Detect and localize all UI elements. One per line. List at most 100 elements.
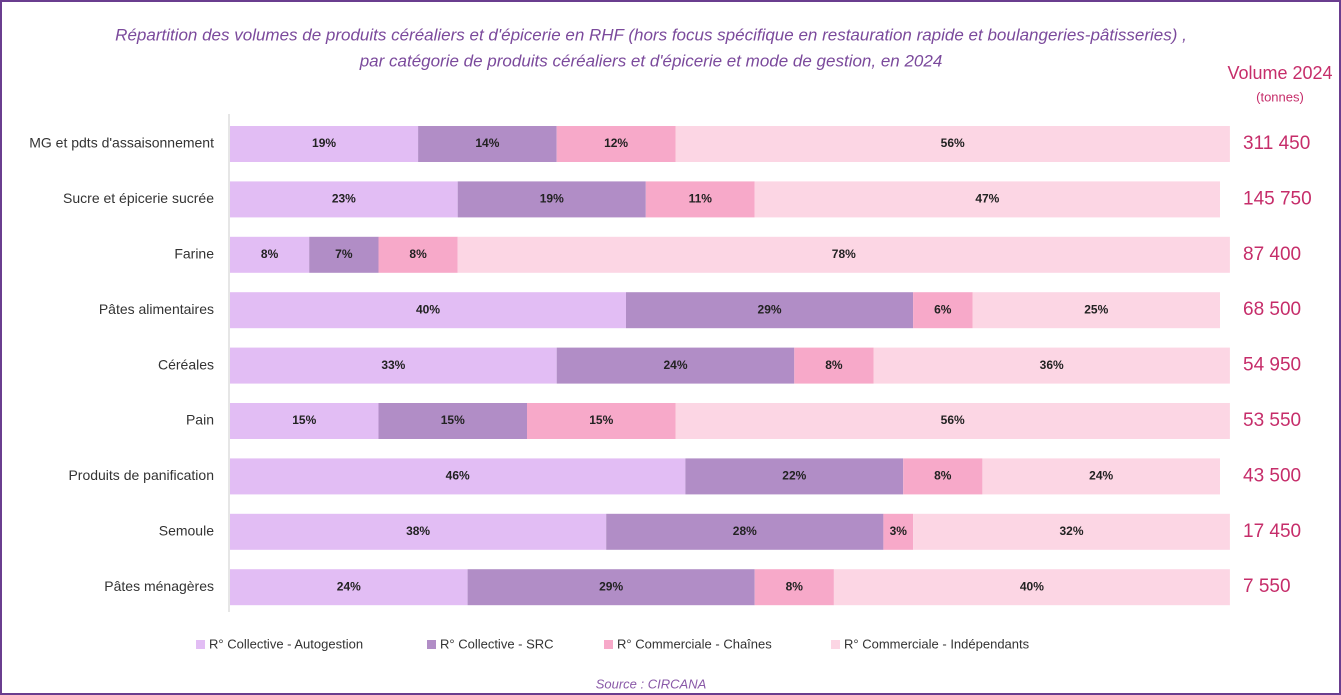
data-label: 8%	[934, 469, 952, 483]
volume-unit: (tonnes)	[1256, 89, 1304, 104]
bar-segment	[230, 292, 626, 329]
data-label: 12%	[604, 136, 628, 150]
data-label: 15%	[589, 413, 613, 427]
bar-segment	[556, 347, 795, 384]
data-label: 24%	[337, 579, 361, 593]
data-label: 8%	[786, 579, 804, 593]
legend-label: R° Collective - SRC	[440, 636, 554, 651]
data-label: 15%	[292, 413, 316, 427]
data-label: 8%	[825, 358, 843, 372]
data-label: 29%	[599, 579, 623, 593]
volume-label: 43 500	[1243, 465, 1301, 486]
bar-segment	[794, 347, 874, 384]
category-label: Céréales	[158, 356, 214, 372]
data-label: 56%	[941, 413, 965, 427]
bar-segment	[378, 236, 458, 273]
bar-segment	[230, 403, 379, 439]
data-label: 25%	[1084, 302, 1108, 316]
data-label: 78%	[832, 247, 856, 261]
volume-label: 7 550	[1243, 576, 1291, 597]
legend-swatch	[831, 640, 840, 649]
data-label: 8%	[261, 247, 279, 261]
bar-segment	[972, 292, 1220, 329]
data-label: 19%	[312, 136, 336, 150]
bar-segment	[754, 181, 1220, 218]
data-label: 19%	[540, 192, 564, 206]
volume-label: 53 550	[1243, 410, 1301, 431]
volume-label: 54 950	[1243, 355, 1301, 376]
data-label: 40%	[416, 302, 440, 316]
data-label: 32%	[1059, 524, 1083, 538]
bar-segment	[378, 403, 527, 439]
source: Source : CIRCANA	[596, 676, 707, 691]
bar-segment	[418, 126, 557, 162]
data-label: 56%	[941, 136, 965, 150]
volume-label: 68 500	[1243, 299, 1301, 320]
volume-label: 87 400	[1243, 244, 1301, 265]
legend-label: R° Commerciale - Chaînes	[617, 636, 772, 651]
data-label: 47%	[975, 192, 999, 206]
category-label: Farine	[174, 246, 214, 262]
data-label: 8%	[409, 247, 427, 261]
bar-segment	[675, 126, 1230, 162]
bar-segment	[230, 181, 458, 218]
data-label: 3%	[890, 524, 908, 538]
bar-segment	[309, 236, 379, 273]
bar-segment	[913, 513, 1230, 550]
bar-segment	[754, 569, 834, 606]
bar-segment	[230, 236, 310, 273]
bar-segment	[685, 458, 904, 495]
bar-segment	[467, 569, 755, 606]
bar-segment	[913, 292, 973, 329]
legend-label: R° Collective - Autogestion	[209, 636, 363, 651]
bar-segment	[645, 181, 755, 218]
data-label: 33%	[381, 358, 405, 372]
bar-segment	[982, 458, 1220, 495]
category-label: Sucre et épicerie sucrée	[63, 190, 214, 206]
data-label: 23%	[332, 192, 356, 206]
bar-segment	[230, 569, 468, 606]
data-label: 15%	[441, 413, 465, 427]
bar-segment	[457, 236, 1230, 273]
volume-label: 145 750	[1243, 188, 1312, 209]
bar-segment	[606, 513, 884, 550]
legend-swatch	[196, 640, 205, 649]
legend-label: R° Commerciale - Indépendants	[844, 636, 1030, 651]
legend-swatch	[427, 640, 436, 649]
bar-segment	[556, 126, 676, 162]
category-label: Produits de panification	[68, 467, 214, 483]
bar-segment	[675, 403, 1230, 439]
data-label: 36%	[1040, 358, 1064, 372]
bar-segment	[883, 513, 914, 550]
chart-subtitle: par catégorie de produits céréaliers et …	[359, 51, 943, 70]
bar-segment	[230, 347, 557, 384]
data-label: 40%	[1020, 579, 1044, 593]
bar-segment	[457, 181, 646, 218]
legend-swatch	[604, 640, 613, 649]
category-label: MG et pdts d'assaisonnement	[29, 135, 214, 151]
data-label: 7%	[335, 247, 353, 261]
volume-title: Volume 2024	[1227, 63, 1332, 83]
bar-segment	[230, 458, 686, 495]
data-label: 38%	[406, 524, 430, 538]
data-label: 24%	[663, 358, 687, 372]
category-label: Semoule	[159, 523, 214, 539]
volume-label: 311 450	[1243, 133, 1310, 154]
bar-segment	[873, 347, 1230, 384]
data-label: 6%	[934, 302, 952, 316]
data-label: 28%	[733, 524, 757, 538]
bar-segment	[833, 569, 1230, 606]
data-label: 24%	[1089, 469, 1113, 483]
data-label: 14%	[475, 136, 499, 150]
category-label: Pâtes alimentaires	[99, 301, 214, 317]
data-label: 22%	[782, 469, 806, 483]
volume-label: 17 450	[1243, 521, 1301, 542]
bar-segment	[230, 513, 607, 550]
data-label: 11%	[689, 192, 713, 206]
chart-title: Répartition des volumes de produits céré…	[115, 25, 1187, 44]
bar-segment	[527, 403, 676, 439]
category-label: Pain	[186, 412, 214, 428]
data-label: 46%	[446, 469, 470, 483]
bar-segment	[230, 126, 419, 162]
